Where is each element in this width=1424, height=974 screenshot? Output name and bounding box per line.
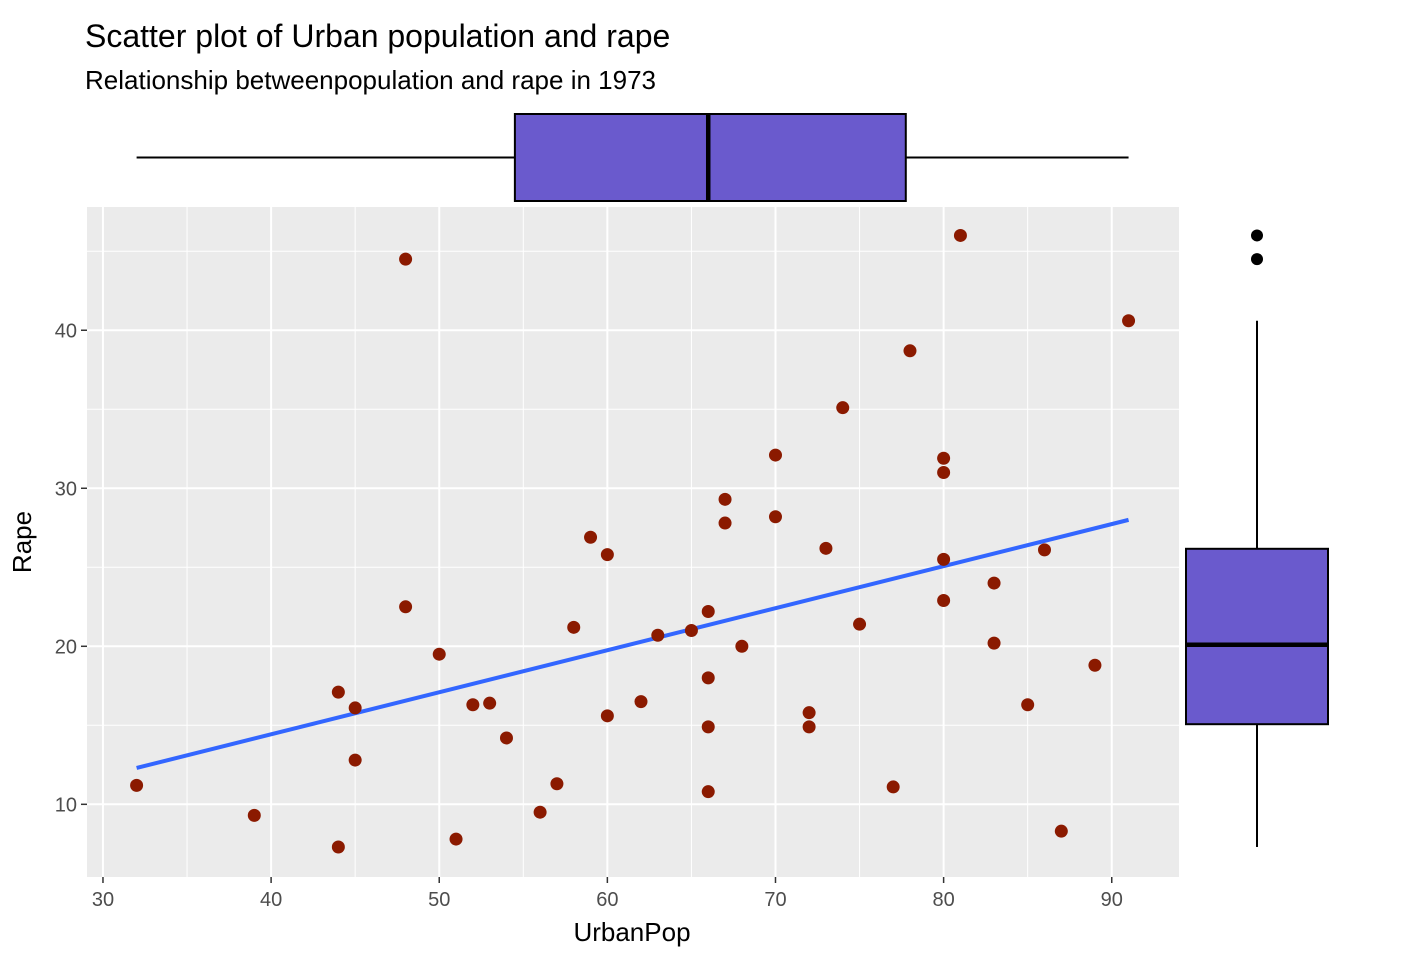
x-tick-label: 80 [932, 889, 954, 911]
data-point [399, 252, 413, 266]
data-point [567, 620, 581, 634]
data-point [853, 617, 867, 631]
data-point [802, 720, 816, 734]
data-point [533, 805, 547, 819]
y-axis-title: Rape [7, 511, 37, 573]
data-point [937, 552, 951, 566]
data-point [987, 576, 1001, 590]
data-point [130, 778, 144, 792]
data-point [735, 639, 749, 653]
x-tick-label: 70 [764, 889, 786, 911]
data-point [937, 593, 951, 607]
y-axis-ticks: 10 20 30 40 [55, 320, 87, 816]
data-point [701, 720, 715, 734]
trend-line [136, 517, 1130, 770]
x-tick-label: 40 [260, 889, 282, 911]
data-point [466, 698, 480, 712]
plot-panel [87, 207, 1179, 877]
data-point [247, 808, 261, 822]
data-point [584, 530, 598, 544]
x-tick-label: 30 [92, 889, 114, 911]
data-point [449, 832, 463, 846]
data-point [651, 628, 665, 642]
x-tick-label: 50 [428, 889, 450, 911]
data-point [600, 548, 614, 562]
data-point [953, 228, 967, 242]
x-axis-ticks: 30 40 50 60 70 80 90 [92, 877, 1123, 911]
data-point [819, 541, 833, 555]
data-point [937, 451, 951, 465]
data-point [886, 780, 900, 794]
data-point [1122, 314, 1136, 328]
x-tick-label: 90 [1101, 889, 1123, 911]
data-point [684, 623, 698, 637]
data-point [937, 465, 951, 479]
data-point [987, 636, 1001, 650]
data-point [1088, 658, 1102, 672]
y-tick-label: 20 [55, 636, 77, 658]
data-point [718, 516, 732, 530]
data-point [634, 695, 648, 709]
data-point [1021, 698, 1035, 712]
x-axis-title: UrbanPop [573, 917, 690, 947]
y-tick-label: 30 [55, 478, 77, 500]
trend-line-group [136, 517, 1130, 770]
y-tick-label: 40 [55, 320, 77, 342]
data-point [718, 492, 732, 506]
y-marginal-boxplot [1185, 229, 1329, 847]
data-point [701, 671, 715, 685]
data-point [1054, 824, 1068, 838]
data-point [768, 448, 782, 462]
y-box-outlier [1251, 229, 1263, 242]
x-marginal-boxplot [136, 113, 1129, 202]
data-point [483, 696, 497, 710]
data-point [331, 840, 345, 854]
data-point [701, 785, 715, 799]
data-point [836, 401, 850, 415]
data-point [701, 605, 715, 619]
scatter-points [130, 228, 1136, 854]
y-tick-label: 10 [55, 794, 77, 816]
chart-subtitle: Relationship betweenpopulation and rape … [85, 65, 656, 95]
chart-title: Scatter plot of Urban population and rap… [85, 18, 670, 54]
data-point [399, 600, 413, 614]
data-point [331, 685, 345, 699]
y-box [1185, 547, 1329, 726]
y-box-outlier [1251, 253, 1263, 266]
data-point [432, 647, 446, 661]
data-point [550, 777, 564, 791]
data-point [348, 753, 362, 767]
data-point [600, 709, 614, 723]
data-point [499, 731, 513, 745]
data-point [802, 706, 816, 720]
x-tick-label: 60 [596, 889, 618, 911]
data-point [768, 510, 782, 524]
data-point [348, 701, 362, 715]
data-point [1037, 543, 1051, 557]
data-point [903, 344, 917, 358]
